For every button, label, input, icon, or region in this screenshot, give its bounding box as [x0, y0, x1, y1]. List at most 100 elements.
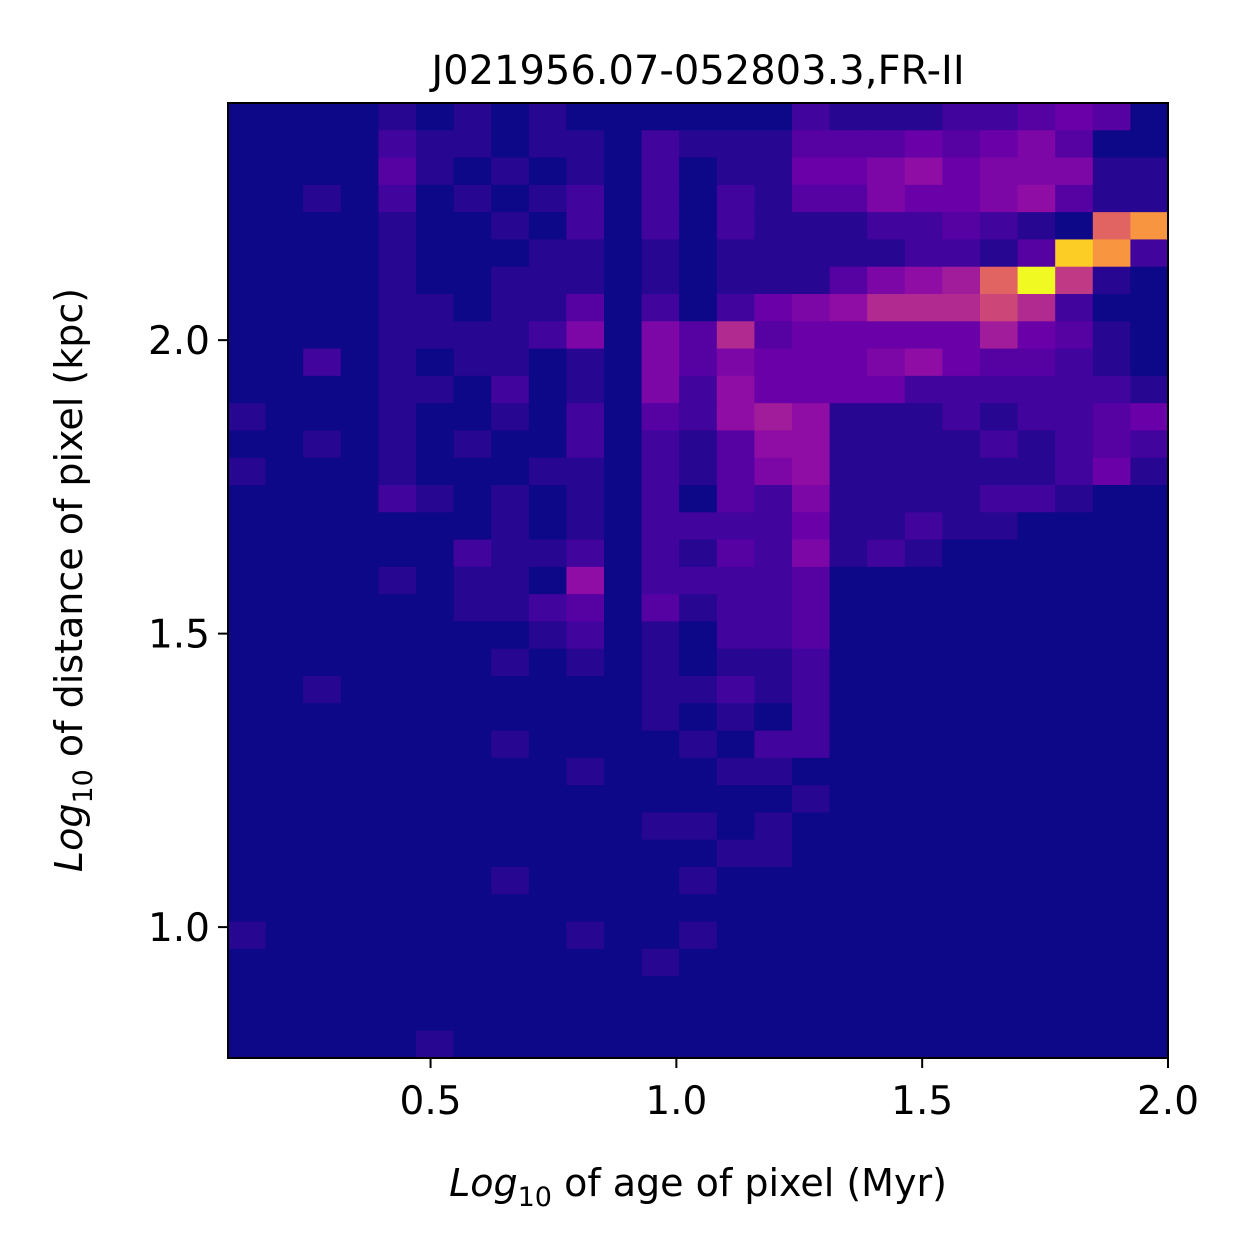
cell: [491, 321, 530, 350]
cell: [453, 594, 492, 623]
cell: [1130, 539, 1169, 568]
cell: [528, 539, 567, 568]
cell: [566, 512, 605, 541]
cell: [716, 239, 755, 268]
cell: [679, 676, 718, 704]
cell: [829, 785, 868, 814]
cell: [566, 239, 605, 268]
cell: [716, 321, 755, 350]
cell: [528, 812, 567, 841]
cell: [491, 294, 530, 322]
cell: [340, 976, 379, 1005]
cell: [679, 266, 718, 295]
cell: [228, 266, 267, 295]
cell: [604, 703, 643, 732]
cell: [867, 485, 906, 513]
cell: [716, 103, 755, 131]
cell: [679, 539, 718, 568]
cell: [378, 648, 417, 677]
cell: [904, 839, 943, 868]
cell: [904, 757, 943, 786]
cell: [566, 403, 605, 432]
cell: [980, 730, 1019, 759]
cell: [528, 457, 567, 486]
cell: [303, 485, 342, 513]
cell: [303, 785, 342, 814]
cell: [1017, 485, 1056, 513]
cell: [566, 730, 605, 759]
cell: [904, 621, 943, 650]
cell: [754, 757, 793, 786]
cell: [1017, 1003, 1056, 1032]
cell: [1017, 921, 1056, 950]
cell: [716, 512, 755, 541]
cell: [228, 812, 267, 841]
cell: [491, 757, 530, 786]
cell: [566, 1030, 605, 1059]
cell: [453, 130, 492, 159]
cell: [604, 867, 643, 895]
cell: [604, 266, 643, 295]
cell: [904, 785, 943, 814]
cell: [792, 375, 831, 404]
cell: [942, 948, 981, 977]
cell: [491, 266, 530, 295]
x-label-rest: of age of pixel (Myr): [552, 1161, 947, 1205]
cell: [1130, 867, 1169, 895]
cell: [604, 1030, 643, 1059]
cell: [1130, 594, 1169, 623]
cell: [265, 812, 304, 841]
cell: [867, 867, 906, 895]
cell: [604, 648, 643, 677]
cell: [867, 348, 906, 377]
cell: [679, 594, 718, 623]
cell: [1017, 403, 1056, 432]
cell: [716, 812, 755, 841]
cell: [980, 375, 1019, 404]
cell: [340, 566, 379, 595]
cell: [1092, 430, 1131, 459]
cell: [340, 730, 379, 759]
cell: [754, 1030, 793, 1059]
cell: [829, 703, 868, 732]
cell: [754, 130, 793, 159]
cell: [754, 321, 793, 350]
cell: [1017, 539, 1056, 568]
cell: [980, 621, 1019, 650]
cell: [641, 730, 680, 759]
cell: [1055, 403, 1094, 432]
cell: [303, 266, 342, 295]
cell: [641, 294, 680, 322]
cell: [792, 839, 831, 868]
cell: [942, 648, 981, 677]
cell: [340, 130, 379, 159]
cell: [754, 239, 793, 268]
cell: [604, 594, 643, 623]
cell: [416, 785, 455, 814]
cell: [942, 1003, 981, 1032]
cell: [528, 648, 567, 677]
cell: [980, 539, 1019, 568]
cell: [754, 294, 793, 322]
cell: [566, 812, 605, 841]
cell: [829, 485, 868, 513]
cell: [1055, 894, 1094, 923]
cell: [340, 1003, 379, 1032]
cell: [942, 457, 981, 486]
cell: [980, 1030, 1019, 1059]
cell: [1092, 757, 1131, 786]
cell: [378, 375, 417, 404]
cell: [716, 703, 755, 732]
cell: [754, 457, 793, 486]
cell: [303, 948, 342, 977]
cell: [453, 321, 492, 350]
cell: [378, 948, 417, 977]
cell: [265, 621, 304, 650]
cell: [867, 1003, 906, 1032]
cell: [416, 648, 455, 677]
cell: [453, 839, 492, 868]
cell: [528, 430, 567, 459]
cell: [942, 239, 981, 268]
cell: [754, 812, 793, 841]
chart-title: J021956.07-052803.3,FR-II: [428, 48, 964, 94]
